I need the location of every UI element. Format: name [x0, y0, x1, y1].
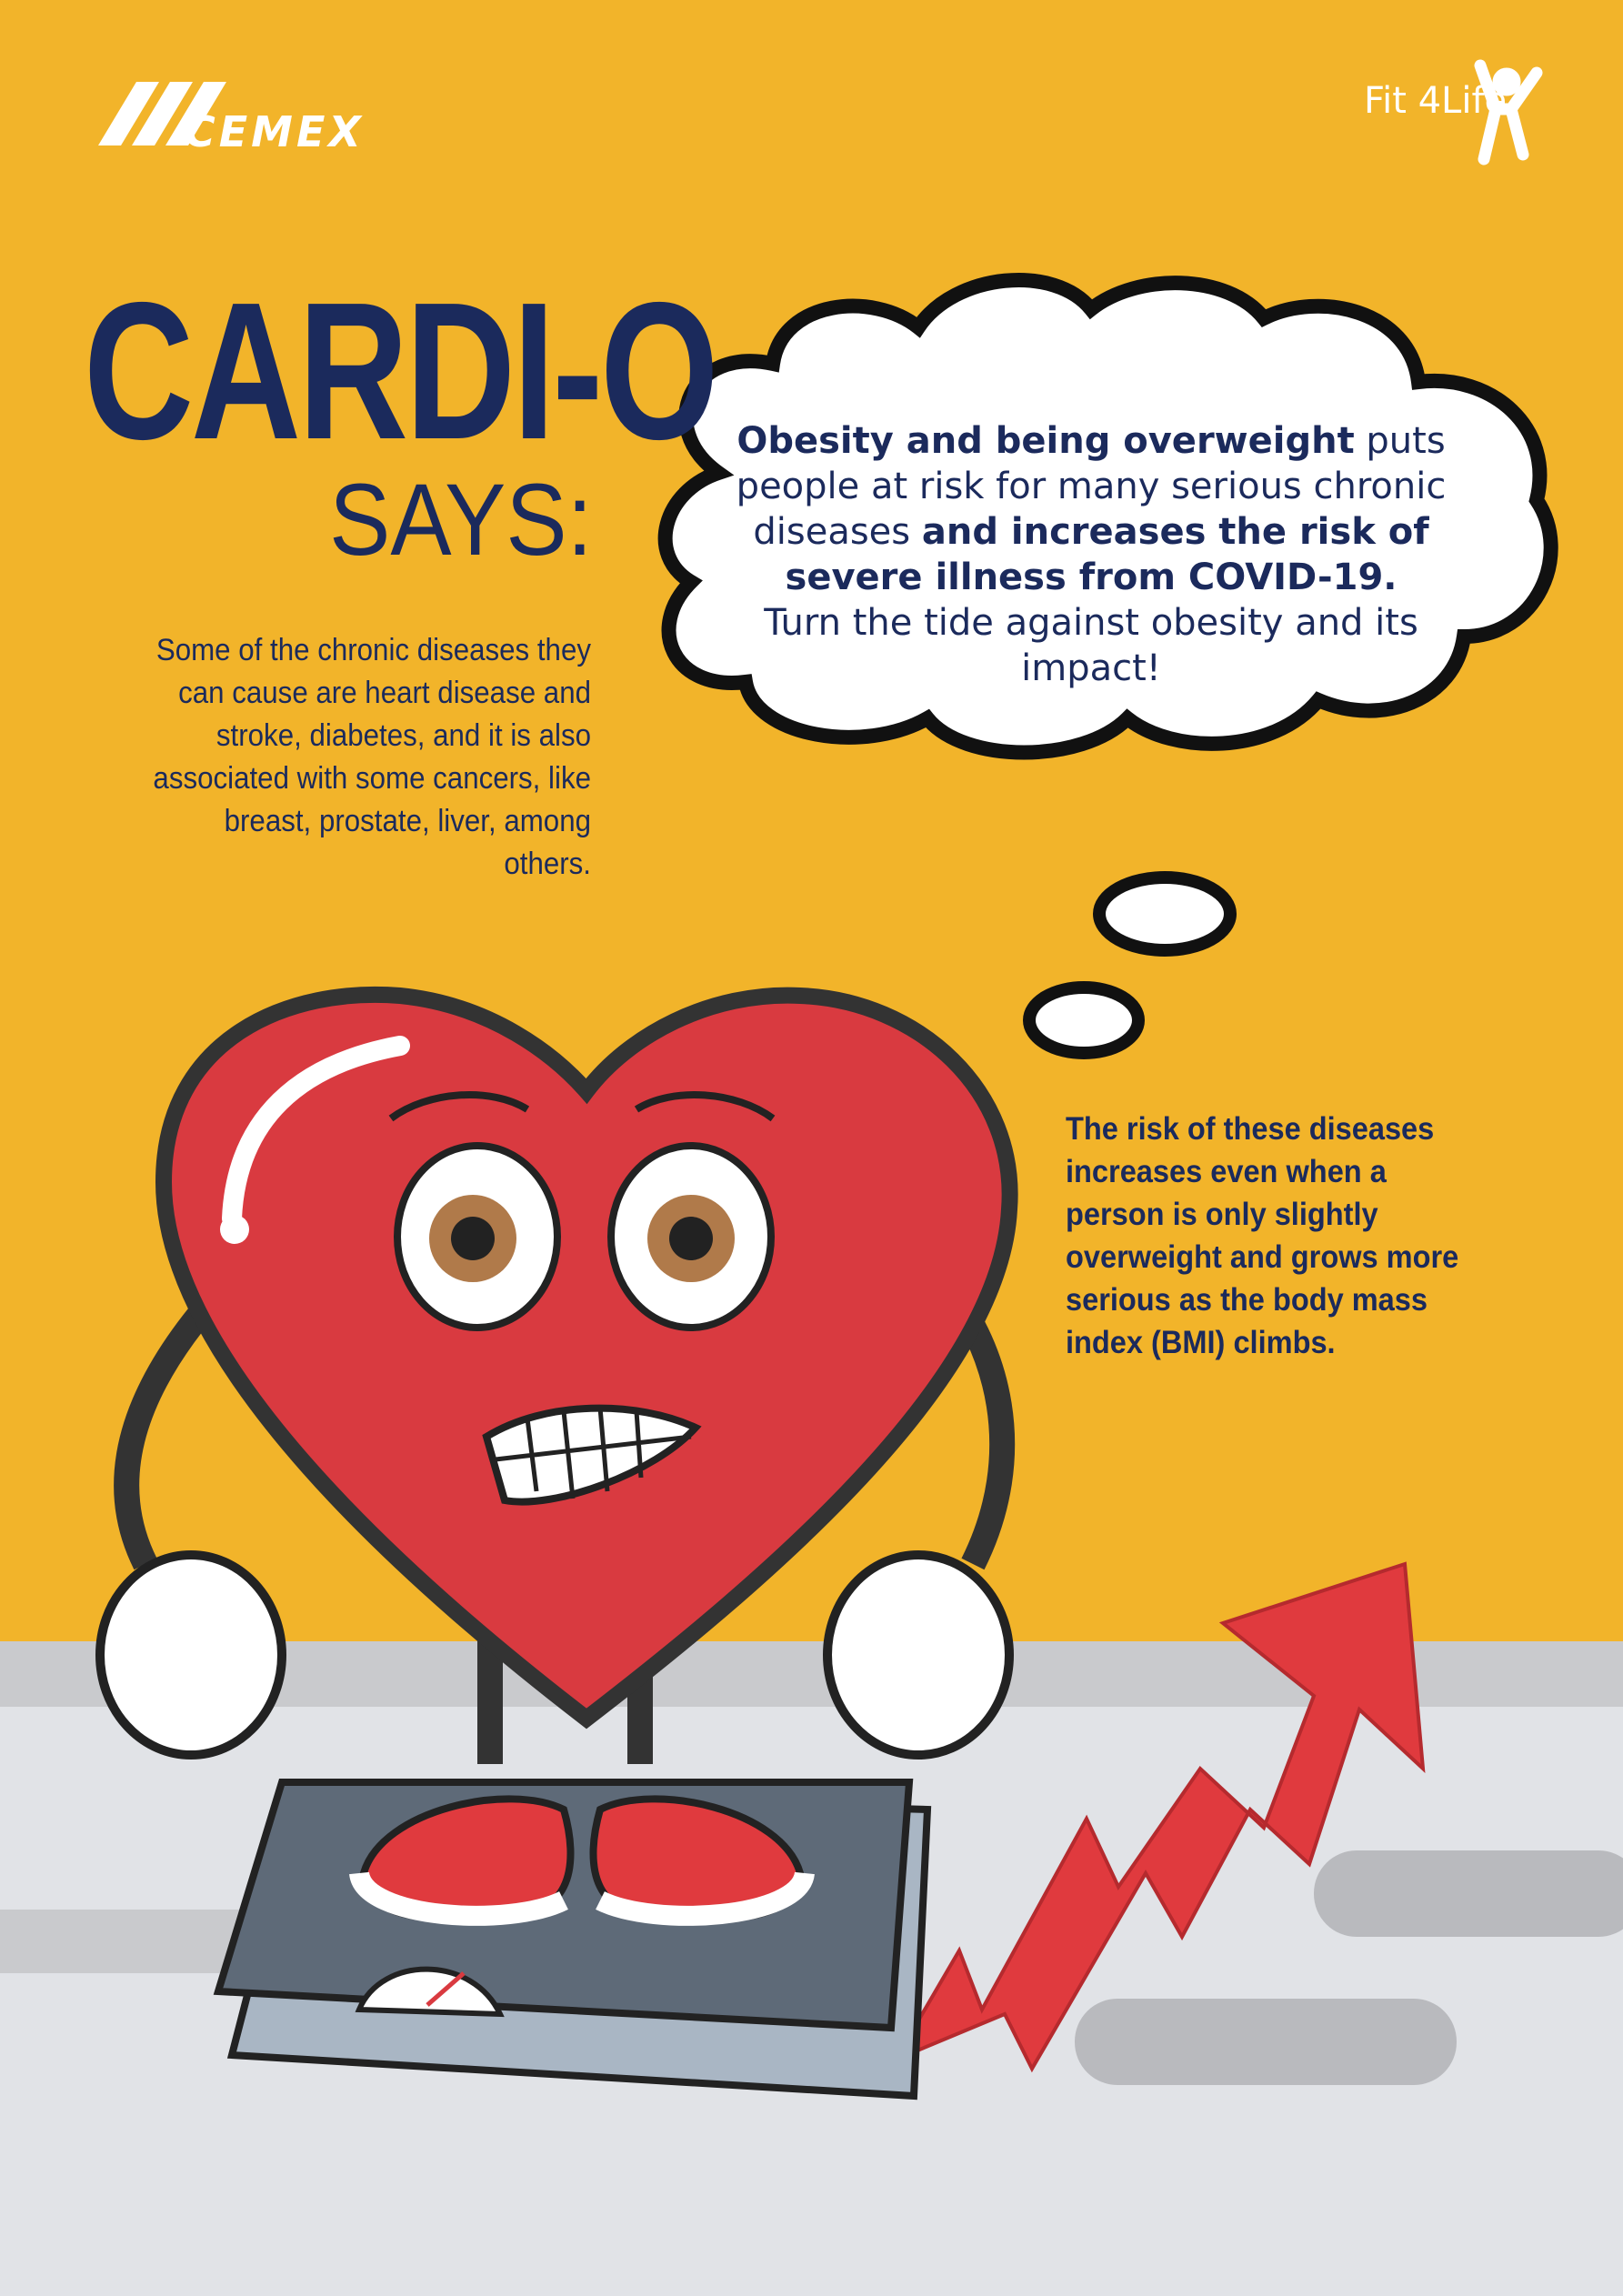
chronic-diseases-paragraph: Some of the chronic diseases they can ca…	[153, 633, 592, 881]
floor-stripe-right	[1314, 1850, 1623, 1937]
glove-left	[95, 1550, 286, 1760]
fit4life-figure-icon	[1474, 59, 1543, 165]
grimace-mouth	[482, 1404, 702, 1506]
thought-cloud	[657, 272, 1558, 1059]
bubble-text-bold-3: and increases the risk of severe illness…	[785, 511, 1429, 598]
bubble-text-4: Turn the tide against obesity and its im…	[764, 602, 1418, 689]
floor-stripe-right-2	[1075, 1999, 1457, 2085]
heart-character	[155, 986, 1018, 1730]
sneaker-right	[589, 1795, 815, 1926]
rising-arrow-icon	[891, 1561, 1426, 2073]
bmi-risk-paragraph: The risk of these diseases increases eve…	[1066, 1111, 1459, 1360]
cemex-logo-mark	[98, 82, 226, 145]
fit4life-logo: Fit 4Life	[1364, 80, 1508, 122]
page-title: CARDI-O	[84, 261, 719, 480]
bubble-text-2: puts people at risk for many serious chr…	[736, 420, 1447, 553]
page-subtitle: SAYS:	[329, 463, 593, 577]
sneaker-left	[349, 1795, 575, 1926]
cemex-logo-text: CEMEX	[185, 107, 365, 156]
glove-right	[823, 1550, 1014, 1760]
bubble-text-bold-1: Obesity and being overweight	[736, 420, 1355, 462]
weighing-scale	[213, 1779, 932, 2100]
thought-bubble-text: Obesity and being overweight puts people…	[718, 418, 1464, 691]
